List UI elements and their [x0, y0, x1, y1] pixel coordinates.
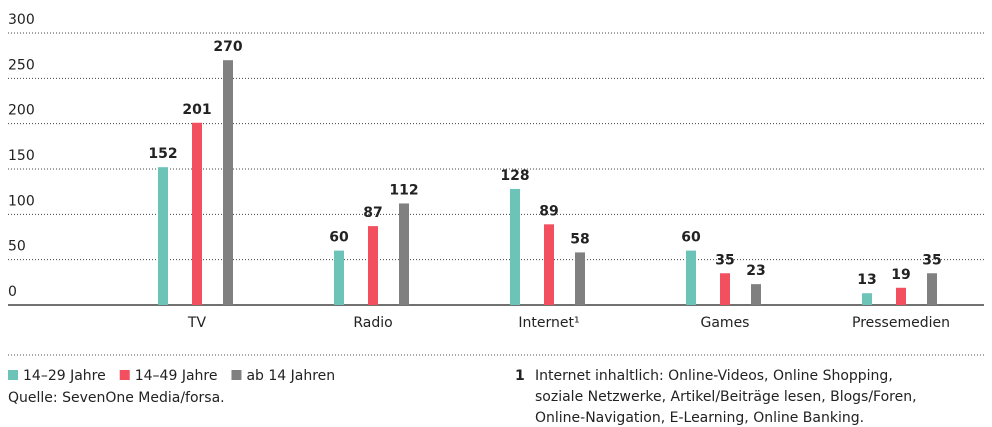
value-label: 89	[539, 203, 558, 219]
value-label: 35	[715, 252, 734, 268]
value-label: 270	[213, 39, 242, 55]
value-label: 201	[182, 102, 211, 118]
x-tick-label: Pressemedien	[852, 315, 950, 331]
footnote-line: soziale Netzwerke, Artikel/Beiträge lese…	[535, 389, 917, 405]
bar	[399, 203, 409, 305]
bar	[720, 273, 730, 305]
legend-swatch	[8, 370, 18, 380]
bar	[686, 250, 696, 305]
value-label: 128	[500, 168, 529, 184]
legend-swatch	[231, 370, 242, 380]
value-label: 58	[570, 231, 589, 247]
y-tick-label: 150	[8, 148, 35, 164]
value-label: 19	[891, 267, 910, 283]
footnote-line: Internet inhaltlich: Online-Videos, Onli…	[535, 368, 893, 384]
value-label: 35	[922, 252, 941, 268]
bar	[544, 224, 554, 305]
y-tick-label: 100	[8, 193, 35, 209]
legend-label: 14–29 Jahre	[23, 368, 106, 384]
y-tick-label: 300	[8, 12, 35, 28]
bar	[192, 122, 202, 305]
value-label: 112	[389, 182, 418, 198]
y-tick-label: 200	[8, 103, 35, 119]
x-tick-label: Games	[701, 315, 750, 331]
footnote-line: Online-Navigation, E-Learning, Online Ba…	[535, 410, 864, 426]
x-tick-label: TV	[187, 315, 207, 331]
value-label: 23	[746, 263, 765, 279]
bar	[158, 167, 168, 305]
bar	[223, 60, 233, 306]
bar	[368, 226, 378, 305]
source: Quelle: SevenOne Media/forsa.	[8, 390, 225, 406]
bar	[862, 293, 872, 305]
bar	[575, 252, 585, 305]
x-tick-label: Internet¹	[518, 315, 579, 331]
x-tick-label: Radio	[353, 315, 392, 331]
value-label: 60	[681, 230, 701, 246]
legend-label: 14–49 Jahre	[135, 368, 218, 384]
value-label: 87	[363, 205, 382, 221]
y-tick-label: 250	[8, 57, 35, 73]
footnote-marker: 1	[515, 368, 525, 384]
y-tick-label: 0	[8, 284, 17, 300]
y-tick-label: 50	[8, 239, 26, 255]
bar	[896, 287, 906, 305]
bar	[751, 284, 761, 305]
value-label: 60	[329, 230, 349, 246]
bar	[334, 250, 344, 305]
legend-swatch	[119, 370, 130, 380]
value-label: 13	[857, 272, 876, 288]
legend-label: ab 14 Jahren	[246, 368, 335, 384]
bar	[927, 273, 937, 305]
bar	[510, 188, 520, 305]
value-label: 152	[148, 146, 177, 162]
